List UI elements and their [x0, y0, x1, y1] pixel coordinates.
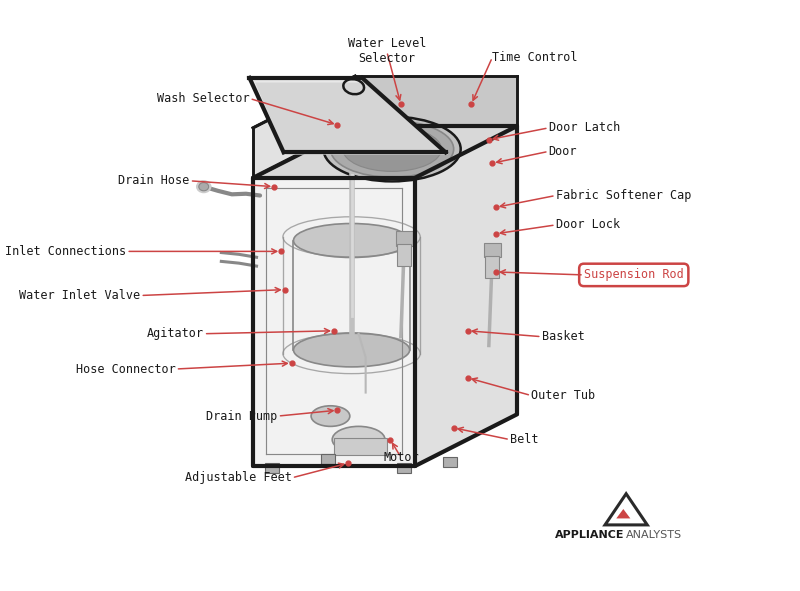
- Bar: [484, 242, 501, 257]
- Text: Door Lock: Door Lock: [556, 219, 620, 232]
- Text: Time Control: Time Control: [492, 51, 578, 64]
- Bar: [398, 243, 411, 266]
- Text: Adjustable Feet: Adjustable Feet: [185, 472, 292, 485]
- Circle shape: [199, 183, 209, 191]
- Bar: [398, 463, 411, 473]
- Text: Basket: Basket: [542, 330, 585, 343]
- Text: Agitator: Agitator: [146, 327, 204, 340]
- Text: Inlet Connections: Inlet Connections: [5, 245, 126, 258]
- Text: ANALYSTS: ANALYSTS: [626, 530, 682, 540]
- Polygon shape: [355, 76, 517, 126]
- Text: Drain Hose: Drain Hose: [118, 174, 190, 187]
- Text: APPLIANCE: APPLIANCE: [554, 530, 624, 540]
- Ellipse shape: [294, 333, 410, 367]
- Ellipse shape: [383, 145, 401, 153]
- Polygon shape: [253, 178, 415, 466]
- Text: Belt: Belt: [510, 433, 538, 446]
- Bar: [322, 454, 335, 465]
- Polygon shape: [253, 126, 517, 178]
- Ellipse shape: [311, 406, 350, 426]
- Polygon shape: [253, 76, 355, 178]
- Text: Wash Selector: Wash Selector: [157, 92, 250, 105]
- Text: Suspension Rod: Suspension Rod: [584, 268, 684, 281]
- Text: Drain Pump: Drain Pump: [206, 410, 278, 423]
- Polygon shape: [255, 83, 448, 155]
- Text: Water Level
Selector: Water Level Selector: [347, 37, 426, 66]
- Ellipse shape: [332, 426, 385, 453]
- Text: Fabric Softener Cap: Fabric Softener Cap: [556, 189, 691, 202]
- Bar: [396, 231, 413, 245]
- Bar: [486, 255, 499, 278]
- Text: Door Latch: Door Latch: [549, 121, 620, 134]
- Text: Hose Connector: Hose Connector: [76, 362, 175, 375]
- Text: Water Inlet Valve: Water Inlet Valve: [19, 289, 140, 302]
- Polygon shape: [253, 76, 355, 178]
- Bar: [334, 438, 386, 456]
- Ellipse shape: [294, 223, 410, 258]
- Bar: [443, 457, 457, 467]
- Polygon shape: [415, 126, 517, 466]
- Text: Outer Tub: Outer Tub: [531, 389, 595, 402]
- Ellipse shape: [342, 126, 442, 171]
- Bar: [265, 463, 279, 473]
- Ellipse shape: [323, 116, 461, 181]
- Polygon shape: [250, 78, 446, 152]
- Circle shape: [197, 181, 210, 193]
- Text: Door: Door: [549, 145, 577, 158]
- Polygon shape: [616, 509, 630, 518]
- Ellipse shape: [330, 121, 454, 177]
- Text: Motor: Motor: [383, 451, 418, 464]
